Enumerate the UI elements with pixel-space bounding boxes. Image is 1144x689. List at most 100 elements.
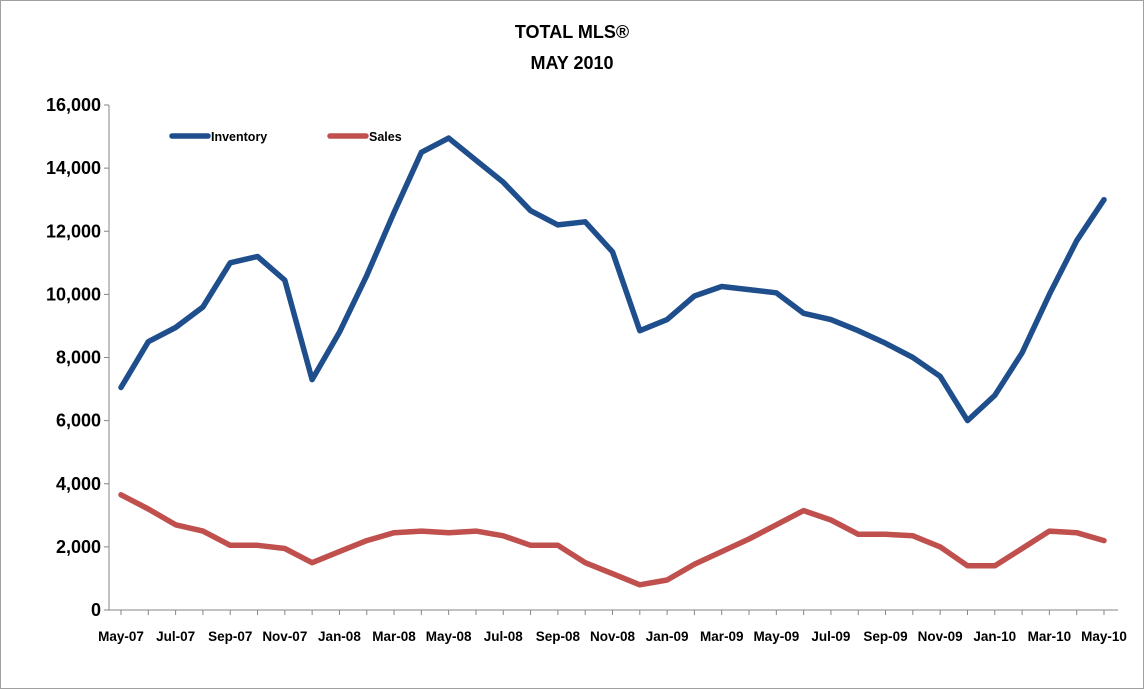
- data-point-inventory: [146, 339, 151, 344]
- data-point-inventory: [446, 136, 451, 141]
- data-point-sales: [992, 563, 997, 568]
- data-point-sales: [637, 582, 642, 587]
- data-point-sales: [446, 530, 451, 535]
- x-tick-label: Sep-09: [863, 629, 907, 644]
- data-point-sales: [665, 578, 670, 583]
- data-point-inventory: [910, 355, 915, 360]
- x-tick-label: Jul-07: [156, 629, 195, 644]
- x-tick-label: Nov-09: [918, 629, 963, 644]
- data-point-inventory: [1102, 197, 1107, 202]
- data-point-sales: [719, 549, 724, 554]
- data-point-sales: [938, 544, 943, 549]
- data-point-inventory: [583, 219, 588, 224]
- data-point-sales: [856, 532, 861, 537]
- y-tick-label: 0: [91, 600, 101, 620]
- data-point-inventory: [392, 210, 397, 215]
- data-point-inventory: [528, 208, 533, 213]
- chart-title-line-2: MAY 2010: [530, 53, 613, 73]
- data-point-inventory: [200, 305, 205, 310]
- data-point-inventory: [610, 249, 615, 254]
- data-point-sales: [119, 492, 124, 497]
- data-point-sales: [583, 560, 588, 565]
- data-point-inventory: [501, 180, 506, 185]
- x-tick-label: Jul-09: [811, 629, 850, 644]
- data-point-inventory: [883, 341, 888, 346]
- legend-label: Inventory: [211, 130, 267, 144]
- chart-title: TOTAL MLS® MAY 2010: [515, 22, 629, 73]
- legend-item-inventory: Inventory: [169, 130, 267, 144]
- data-point-inventory: [419, 150, 424, 155]
- x-tick-label: Sep-07: [208, 629, 252, 644]
- x-tick-label: Mar-09: [700, 629, 744, 644]
- series-line-sales: [118, 492, 1107, 588]
- data-point-sales: [419, 529, 424, 534]
- data-point-inventory: [473, 158, 478, 163]
- y-tick-label: 12,000: [46, 221, 101, 241]
- data-point-inventory: [665, 317, 670, 322]
- data-point-sales: [1047, 529, 1052, 534]
- data-point-sales: [555, 543, 560, 548]
- x-tick-label: May-07: [98, 629, 144, 644]
- x-tick-label: Mar-08: [372, 629, 416, 644]
- data-point-sales: [1020, 546, 1025, 551]
- data-point-sales: [146, 507, 151, 512]
- data-point-sales: [255, 543, 260, 548]
- data-point-inventory: [992, 393, 997, 398]
- data-point-sales: [692, 562, 697, 567]
- series-line-inventory: [118, 135, 1107, 424]
- data-point-inventory: [747, 287, 752, 292]
- x-tick-label: May-09: [753, 629, 799, 644]
- data-point-inventory: [828, 317, 833, 322]
- data-point-sales: [774, 522, 779, 527]
- x-tick-label: Jan-10: [973, 629, 1016, 644]
- legend-item-sales: Sales: [327, 130, 402, 144]
- data-point-inventory: [774, 290, 779, 295]
- data-point-sales: [392, 530, 397, 535]
- data-point-sales: [910, 533, 915, 538]
- data-point-sales: [473, 529, 478, 534]
- data-point-inventory: [938, 374, 943, 379]
- data-point-inventory: [282, 278, 287, 283]
- data-point-inventory: [555, 222, 560, 227]
- data-point-inventory: [173, 325, 178, 330]
- data-point-inventory: [637, 328, 642, 333]
- data-point-inventory: [119, 385, 124, 390]
- data-point-inventory: [228, 260, 233, 265]
- x-tick-label: Jan-08: [318, 629, 361, 644]
- data-point-sales: [528, 543, 533, 548]
- data-point-sales: [310, 560, 315, 565]
- data-point-sales: [883, 532, 888, 537]
- y-tick-label: 14,000: [46, 158, 101, 178]
- x-tick-label: May-10: [1081, 629, 1127, 644]
- y-tick-label: 16,000: [46, 95, 101, 115]
- x-tick-label: Nov-07: [262, 629, 307, 644]
- data-point-inventory: [692, 293, 697, 298]
- data-point-sales: [200, 529, 205, 534]
- series-lines: [118, 135, 1107, 588]
- data-point-inventory: [719, 284, 724, 289]
- data-point-sales: [747, 536, 752, 541]
- legend: Inventory Sales: [169, 130, 402, 144]
- data-point-inventory: [965, 418, 970, 423]
- x-tick-label: Sep-08: [536, 629, 581, 644]
- y-tick-label: 6,000: [56, 411, 101, 431]
- axes: 0 2,000 4,000 6,000 8,000 10,000 12,000 14,000 1…: [46, 95, 1127, 644]
- data-point-sales: [1074, 530, 1079, 535]
- data-point-inventory: [364, 273, 369, 278]
- data-point-sales: [1102, 538, 1107, 543]
- data-point-sales: [965, 563, 970, 568]
- data-point-sales: [337, 549, 342, 554]
- data-point-sales: [173, 522, 178, 527]
- x-tick-label: Nov-08: [590, 629, 636, 644]
- legend-label: Sales: [369, 130, 402, 144]
- y-tick-label: 10,000: [46, 284, 101, 304]
- data-point-sales: [228, 543, 233, 548]
- x-tick-label: May-08: [426, 629, 472, 644]
- data-point-sales: [610, 571, 615, 576]
- data-point-sales: [801, 508, 806, 513]
- data-point-inventory: [856, 328, 861, 333]
- data-point-sales: [501, 533, 506, 538]
- data-point-inventory: [310, 377, 315, 382]
- data-point-inventory: [1047, 292, 1052, 297]
